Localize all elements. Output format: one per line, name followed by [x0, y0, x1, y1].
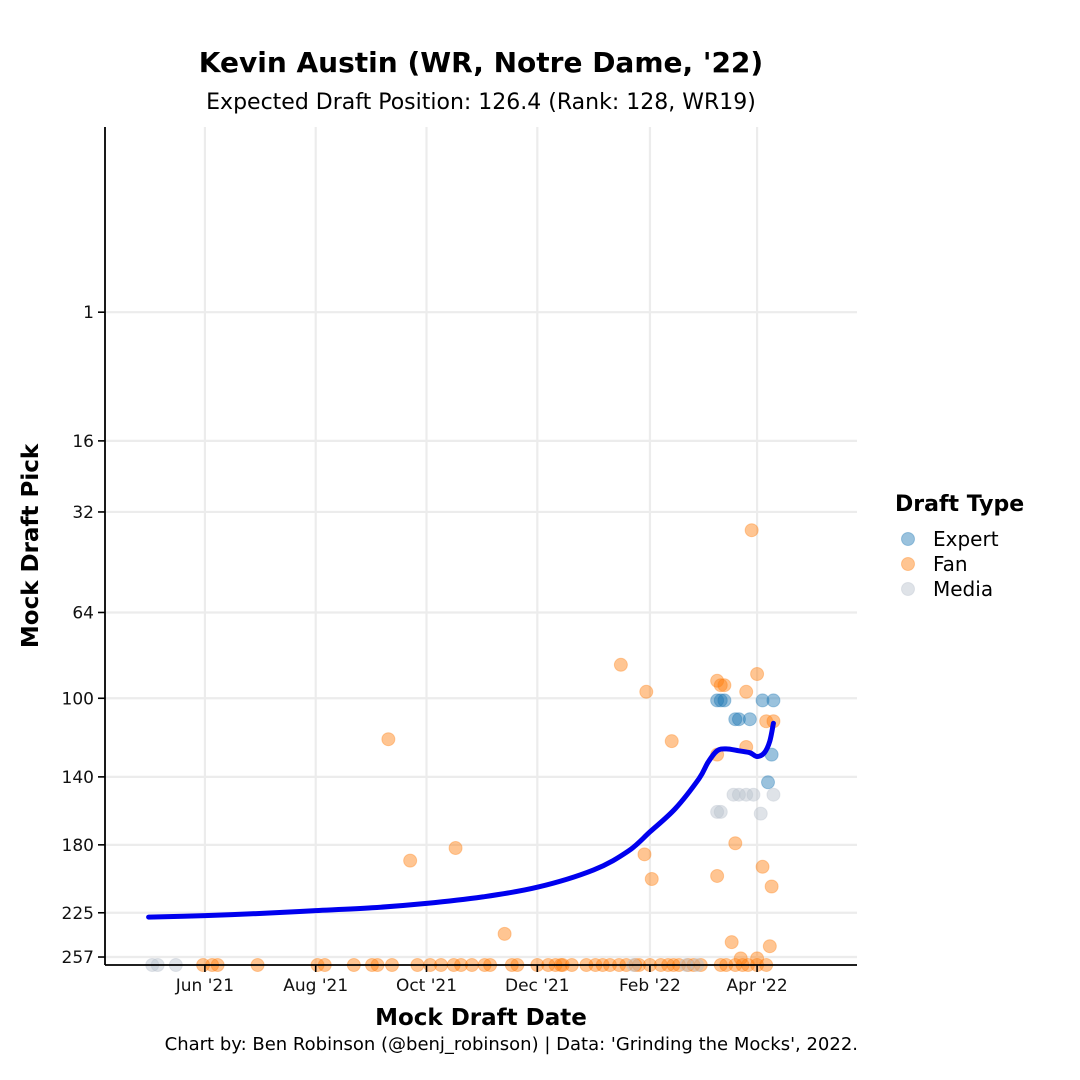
fan-point	[381, 732, 396, 747]
expert-point	[728, 712, 743, 727]
y-tick-label: 1	[83, 303, 94, 323]
fan-point	[728, 836, 743, 851]
data-points	[145, 523, 781, 972]
media-point	[753, 806, 768, 821]
expert-point	[766, 693, 781, 708]
fan-point	[710, 868, 725, 883]
fan-point	[713, 678, 728, 693]
y-tick-label: 140	[62, 768, 94, 788]
expert-point	[710, 693, 725, 708]
fan-point	[724, 935, 739, 950]
fan-point	[639, 684, 654, 699]
media-point	[731, 787, 746, 802]
x-tick-label: Dec '21	[505, 976, 570, 996]
fan-point	[744, 523, 759, 538]
fan-point	[764, 879, 779, 894]
fan-point	[750, 666, 765, 681]
legend-title: Draft Type	[895, 492, 1024, 517]
expert-point	[760, 775, 775, 790]
y-tick-label: 16	[72, 432, 94, 452]
fan-point	[762, 939, 777, 954]
legend-label-media: Media	[933, 577, 993, 601]
fan-point	[710, 673, 725, 688]
expert-point	[713, 693, 728, 708]
fan-point	[739, 684, 754, 699]
x-tick-label: Feb '22	[619, 976, 681, 996]
fan-point	[637, 847, 652, 862]
y-tick-label: 225	[62, 904, 94, 924]
expert-point	[755, 693, 770, 708]
expert-point	[717, 693, 732, 708]
y-axis-title: Mock Draft Pick	[18, 443, 44, 648]
trend-line	[146, 720, 776, 920]
media-point	[746, 787, 761, 802]
chart-caption: Chart by: Ben Robinson (@benj_robinson) …	[165, 1034, 858, 1055]
fan-point	[664, 734, 679, 749]
fan-point	[448, 841, 463, 856]
expert-point	[731, 712, 746, 727]
y-tick-label: 64	[72, 603, 94, 623]
chart-subtitle: Expected Draft Position: 126.4 (Rank: 12…	[206, 90, 756, 115]
y-tick-label: 100	[62, 689, 94, 709]
fan-point	[644, 872, 659, 887]
legend-marker-media	[901, 582, 915, 596]
x-tick-label: Apr '22	[727, 976, 788, 996]
fan-point	[755, 859, 770, 874]
x-tick-label: Oct '21	[396, 976, 457, 996]
x-tick-label: Jun '21	[175, 976, 234, 996]
media-point	[726, 787, 741, 802]
media-point	[766, 787, 781, 802]
y-axis-ticks: 1 16 32 64 100 140 180 225 257	[62, 303, 105, 968]
legend-marker-fan	[901, 557, 915, 571]
x-tick-label: Aug '21	[283, 976, 348, 996]
media-point	[713, 804, 728, 819]
legend-label-expert: Expert	[933, 527, 999, 551]
y-tick-label: 257	[62, 948, 94, 968]
fan-point	[717, 678, 732, 693]
y-tick-label: 180	[62, 836, 94, 856]
legend-marker-expert	[901, 532, 915, 546]
x-axis-title: Mock Draft Date	[375, 1005, 587, 1031]
media-point	[739, 787, 754, 802]
x-axis-ticks: Jun '21 Aug '21 Oct '21 Dec '21 Feb '22 Apr '…	[175, 965, 788, 996]
grid-lines	[105, 127, 857, 965]
chart-title: Kevin Austin (WR, Notre Dame, '22)	[199, 46, 763, 79]
fan-point	[497, 926, 512, 941]
expert-point	[742, 712, 757, 727]
legend-label-fan: Fan	[933, 552, 968, 576]
fan-point	[403, 853, 418, 868]
fan-point	[613, 657, 628, 672]
y-tick-label: 32	[72, 503, 94, 523]
media-point	[710, 804, 725, 819]
